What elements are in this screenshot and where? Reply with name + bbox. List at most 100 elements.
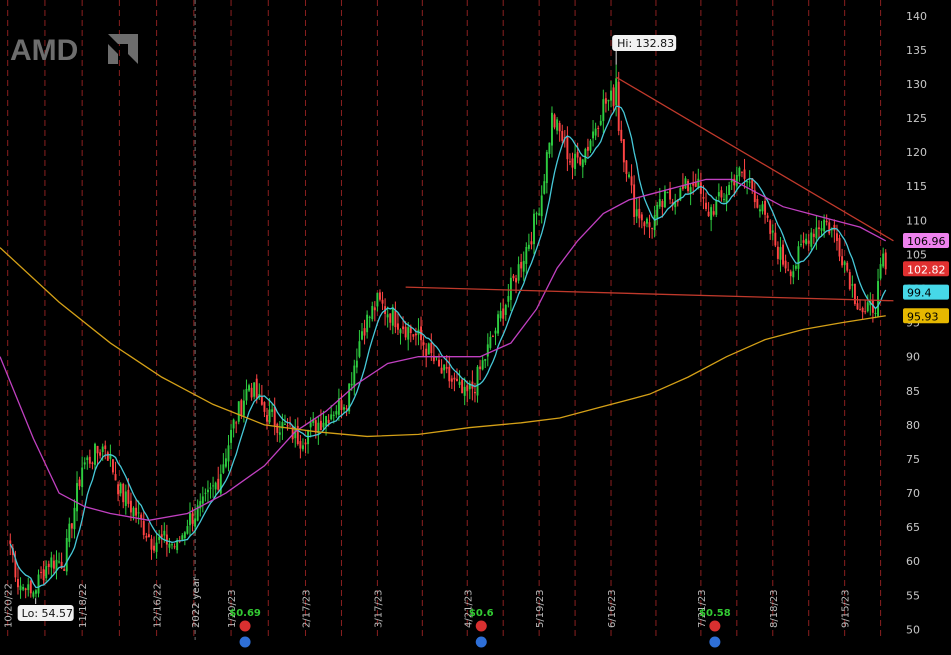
candle-body (266, 415, 268, 422)
candle-body (859, 309, 862, 311)
candle-body (68, 523, 71, 542)
candle-body (771, 230, 774, 233)
candle-body (181, 535, 184, 541)
candle-body (386, 314, 389, 318)
candle-body (399, 329, 402, 334)
candle-body (520, 261, 523, 269)
ma-mid-line (0, 178, 887, 521)
x-tick-label: 6/16/23 (607, 589, 618, 628)
candle-body (533, 213, 535, 245)
ticker-watermark: AMD (10, 34, 78, 67)
candle-body (782, 244, 784, 265)
candle-body (509, 277, 512, 300)
candle-body (73, 507, 76, 530)
candle-body (592, 131, 595, 139)
candle-body (407, 327, 410, 340)
candle-body (129, 500, 132, 513)
candle-body (443, 364, 446, 371)
candle-body (820, 228, 823, 231)
candle-body (165, 534, 168, 545)
candle-body (322, 422, 325, 428)
candle-body (556, 119, 559, 131)
candle-body (715, 199, 718, 215)
candle-body (65, 537, 68, 572)
candle-body (101, 446, 104, 453)
candle-body (663, 190, 666, 208)
candle-body (199, 501, 202, 509)
candle-body (843, 261, 846, 265)
x-tick-label: 1/20/23 (227, 589, 238, 628)
candle-body (286, 425, 289, 427)
candle-body (779, 247, 782, 260)
trendline (615, 76, 894, 242)
candle-body (361, 331, 363, 340)
candle-body (312, 419, 315, 423)
candle-body (222, 464, 225, 473)
candle-body (484, 359, 487, 361)
candle-body (37, 574, 40, 594)
candle-body (337, 398, 340, 415)
candle-body (581, 159, 584, 168)
candle-body (566, 136, 569, 160)
candle-body (548, 142, 551, 154)
candle-body (438, 359, 440, 367)
candle-body (761, 204, 764, 212)
candle-body (628, 174, 630, 178)
candle-body (237, 401, 240, 422)
candle-body (122, 483, 125, 503)
candle-body (792, 271, 795, 278)
candle-body (260, 396, 263, 405)
candle-body (150, 538, 153, 550)
candle-body (124, 491, 127, 506)
candle-body (486, 344, 489, 357)
candle-body (558, 123, 561, 132)
candle-body (430, 342, 433, 354)
candle-body (841, 256, 844, 266)
ma-long-line (0, 247, 886, 438)
candle-body (684, 178, 687, 189)
candle-body (846, 262, 849, 271)
candle-body (214, 482, 217, 490)
candle-body (571, 158, 574, 168)
candle-body (253, 382, 256, 397)
candle-body (445, 367, 448, 369)
candle-body (350, 383, 353, 386)
candle-body (776, 246, 779, 259)
candle-body (620, 129, 623, 141)
candle-body (638, 208, 641, 219)
grid-layer (7, 0, 882, 640)
candle-body (710, 207, 713, 220)
candle-body (743, 169, 746, 179)
ticker-logo: AMD (10, 34, 138, 67)
candle-body (40, 571, 43, 573)
candle-body (594, 128, 597, 136)
candle-body (599, 120, 602, 125)
hi-label: Hi: 132.83 (617, 37, 674, 50)
candle-body (607, 99, 610, 102)
candle-body (635, 209, 638, 217)
candle-body (332, 414, 335, 416)
candle-body (319, 420, 322, 431)
candle-body (371, 306, 374, 320)
candle-body (456, 378, 458, 382)
candle-body (479, 366, 482, 370)
candle-body (145, 535, 148, 538)
candle-body (630, 176, 633, 186)
candle-body (530, 241, 533, 245)
candle-body (666, 192, 669, 194)
price-badge (903, 284, 949, 300)
x-axis-dates: 10/20/22 11/18/22 12/16/22 2022 year 1/20/23… (4, 576, 852, 628)
y-tick-label: 55 (906, 589, 920, 602)
candle-body (230, 429, 233, 443)
candle-body (250, 387, 253, 398)
candle-body (687, 180, 690, 192)
candle-body (828, 222, 831, 234)
candle-body (545, 152, 548, 184)
candle-body (584, 149, 587, 163)
candle-body (494, 330, 497, 334)
x-tick-label: 3/17/23 (373, 589, 384, 628)
candle-body (19, 585, 22, 591)
candle-body (42, 569, 45, 581)
